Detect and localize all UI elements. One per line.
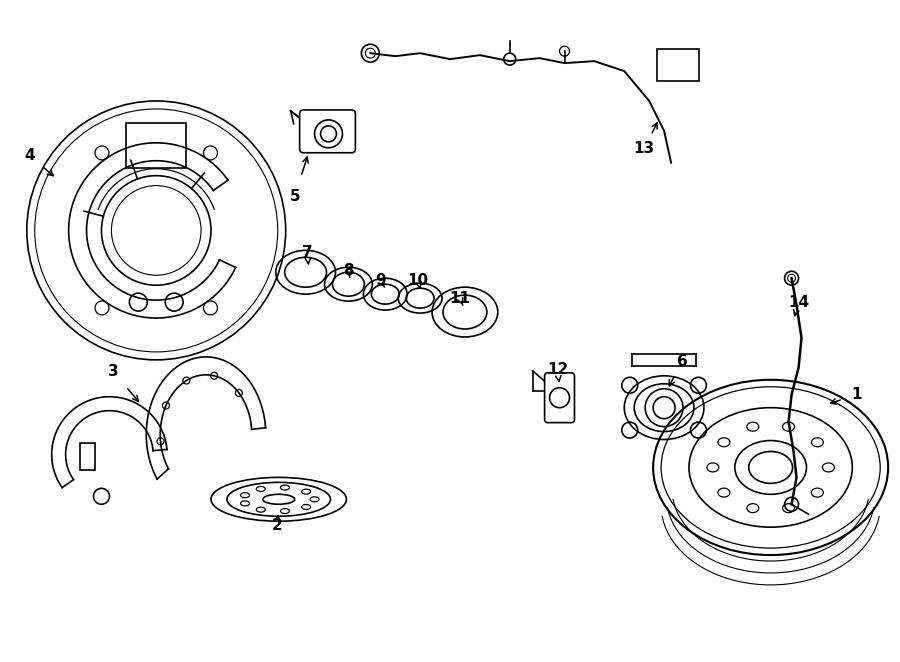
Text: 12: 12 (547, 362, 568, 377)
Text: 9: 9 (375, 273, 385, 288)
Ellipse shape (653, 380, 888, 555)
FancyBboxPatch shape (300, 110, 356, 153)
Text: 7: 7 (302, 245, 313, 260)
Text: 2: 2 (272, 518, 282, 533)
Text: 6: 6 (677, 354, 688, 369)
Text: 11: 11 (449, 291, 471, 306)
Text: 3: 3 (108, 364, 119, 379)
Text: 14: 14 (788, 295, 809, 310)
Text: 4: 4 (24, 148, 35, 164)
FancyBboxPatch shape (544, 373, 574, 422)
Text: 1: 1 (851, 387, 861, 402)
Text: 8: 8 (343, 263, 354, 278)
Text: 13: 13 (634, 141, 654, 156)
Text: 10: 10 (408, 273, 428, 288)
Text: 5: 5 (289, 189, 300, 204)
